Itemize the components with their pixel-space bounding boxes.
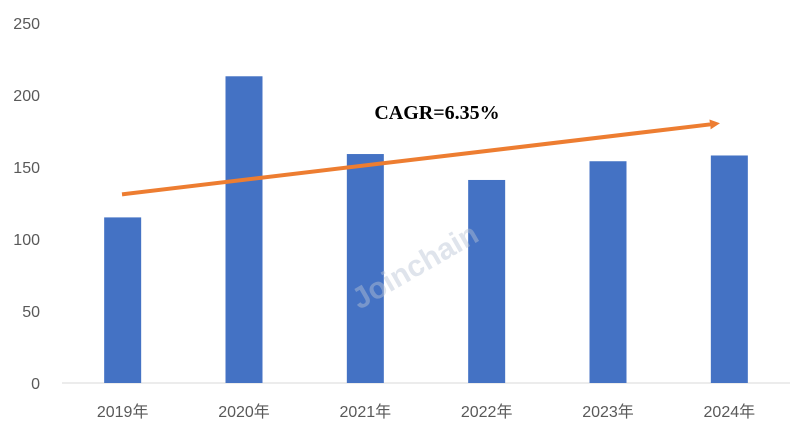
cagr-annotation: CAGR=6.35% <box>374 102 499 124</box>
trend-arrow <box>121 119 720 197</box>
y-tick-label: 50 <box>22 304 40 321</box>
bars-group <box>104 76 748 383</box>
y-axis-tick-labels: 0 50 100 150 200 250 <box>13 16 40 393</box>
y-tick-label: 200 <box>13 88 40 105</box>
x-tick-label: 2022年 <box>461 403 513 421</box>
x-axis-tick-labels: 2019年 2020年 2021年 2022年 2023年 2024年 <box>97 403 755 421</box>
x-tick-label: 2021年 <box>340 403 392 421</box>
x-tick-label: 2023年 <box>582 403 634 421</box>
bar-2020年 <box>225 76 263 383</box>
y-tick-label: 150 <box>13 160 40 177</box>
bar-2024年 <box>710 155 748 383</box>
y-tick-label: 0 <box>31 376 40 393</box>
bar-2021年 <box>346 154 384 383</box>
x-tick-label: 2020年 <box>218 403 270 421</box>
bar-2023年 <box>589 161 627 383</box>
y-tick-label: 250 <box>13 16 40 33</box>
x-tick-label: 2024年 <box>704 403 756 421</box>
x-tick-label: 2019年 <box>97 403 149 421</box>
bar-2019年 <box>104 217 142 383</box>
y-tick-label: 100 <box>13 232 40 249</box>
bar-2022年 <box>468 179 506 383</box>
